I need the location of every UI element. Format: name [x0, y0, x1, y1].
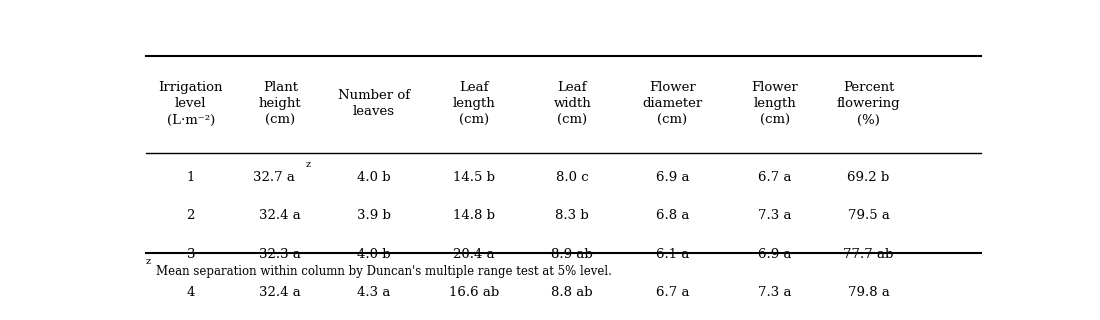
Text: 79.5 a: 79.5 a: [848, 209, 890, 222]
Text: z: z: [306, 160, 311, 169]
Text: 8.3 b: 8.3 b: [556, 209, 590, 222]
Text: 6.1 a: 6.1 a: [656, 247, 689, 260]
Text: Flower
diameter
(cm): Flower diameter (cm): [642, 81, 703, 127]
Text: z: z: [146, 257, 151, 266]
Text: 32.4 a: 32.4 a: [260, 209, 301, 222]
Text: Number of
leaves: Number of leaves: [338, 89, 410, 118]
Text: 14.8 b: 14.8 b: [453, 209, 495, 222]
Text: 4.0 b: 4.0 b: [358, 247, 390, 260]
Text: 8.9 ab: 8.9 ab: [551, 247, 593, 260]
Text: Irrigation
level
(L·m⁻²): Irrigation level (L·m⁻²): [158, 81, 223, 127]
Text: 20.4 a: 20.4 a: [453, 247, 495, 260]
Text: 8.0 c: 8.0 c: [556, 171, 588, 184]
Text: 3: 3: [187, 247, 195, 260]
Text: 32.4 a: 32.4 a: [260, 286, 301, 299]
Text: 2: 2: [187, 209, 195, 222]
Text: 1: 1: [187, 171, 195, 184]
Text: 4.0 b: 4.0 b: [358, 171, 390, 184]
Text: Plant
height
(cm): Plant height (cm): [258, 81, 301, 127]
Text: Leaf
length
(cm): Leaf length (cm): [453, 81, 496, 127]
Text: 69.2 b: 69.2 b: [847, 171, 890, 184]
Text: 79.8 a: 79.8 a: [848, 286, 890, 299]
Text: 7.3 a: 7.3 a: [758, 209, 792, 222]
Text: 6.9 a: 6.9 a: [758, 247, 792, 260]
Text: 8.8 ab: 8.8 ab: [551, 286, 593, 299]
Text: 3.9 b: 3.9 b: [358, 209, 390, 222]
Text: 6.7 a: 6.7 a: [656, 286, 690, 299]
Text: 14.5 b: 14.5 b: [453, 171, 495, 184]
Text: 6.8 a: 6.8 a: [656, 209, 689, 222]
Text: 4.3 a: 4.3 a: [358, 286, 390, 299]
Text: 7.3 a: 7.3 a: [758, 286, 792, 299]
Text: 32.3 a: 32.3 a: [260, 247, 301, 260]
Text: 16.6 ab: 16.6 ab: [449, 286, 499, 299]
Text: 77.7 ab: 77.7 ab: [844, 247, 893, 260]
Text: Leaf
width
(cm): Leaf width (cm): [553, 81, 591, 127]
Text: Percent
flowering
(%): Percent flowering (%): [837, 81, 900, 127]
Text: 6.7 a: 6.7 a: [758, 171, 792, 184]
Text: Flower
length
(cm): Flower length (cm): [751, 81, 799, 127]
Text: 32.7 a: 32.7 a: [253, 171, 295, 184]
Text: 6.9 a: 6.9 a: [656, 171, 690, 184]
Text: Mean separation within column by Duncan's multiple range test at 5% level.: Mean separation within column by Duncan'…: [156, 265, 612, 278]
Text: 4: 4: [187, 286, 195, 299]
